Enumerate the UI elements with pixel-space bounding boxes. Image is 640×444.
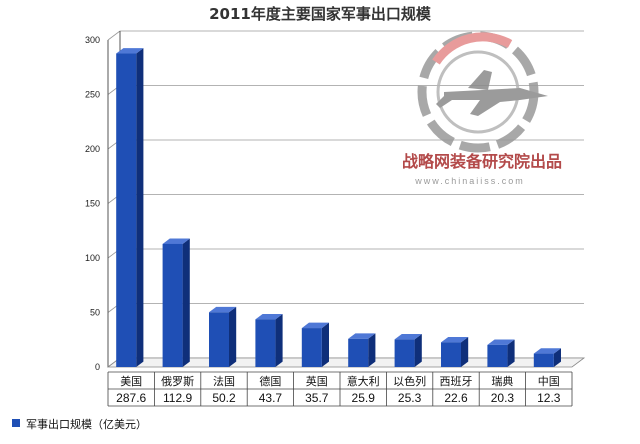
bar-法国 (209, 306, 237, 367)
data-label: 287.6 (116, 391, 146, 405)
bar-top (441, 336, 469, 343)
chart-title: 2011年度主要国家军事出口规模 (209, 5, 432, 23)
bars (116, 48, 561, 368)
category-label: 法国 (213, 374, 235, 388)
data-label: 43.7 (259, 391, 283, 405)
category-label: 俄罗斯 (161, 375, 194, 388)
category-label: 德国 (259, 374, 281, 388)
bar-top (348, 333, 376, 339)
data-label: 12.3 (537, 391, 561, 405)
bar-side (461, 336, 469, 367)
bar (394, 339, 415, 367)
bar-top (209, 306, 237, 313)
data-label: 22.6 (444, 391, 468, 405)
bar-side (507, 339, 515, 367)
y-tick-label: 200 (85, 144, 100, 154)
y-tick-label: 150 (85, 199, 100, 209)
y-tick-label: 50 (90, 308, 100, 318)
watermark-emblem (417, 31, 548, 153)
category-label: 西班牙 (440, 375, 473, 388)
bar-side (321, 322, 329, 367)
y-tick-label: 300 (85, 35, 100, 45)
bar-side (414, 334, 422, 367)
y-axis-ticks: 0 50 100 150 200 250 300 (85, 35, 100, 372)
bar-中国 (533, 348, 561, 367)
data-label: 25.3 (398, 391, 422, 405)
bar (533, 353, 554, 367)
bar-side (553, 348, 561, 367)
bar-俄罗斯 (162, 238, 190, 367)
legend-swatch (12, 419, 20, 427)
bar (441, 342, 461, 367)
category-label: 以色列 (393, 374, 426, 388)
bar-top (116, 48, 144, 54)
data-label: 25.9 (352, 391, 376, 405)
bar (255, 319, 276, 367)
y-tick-label: 0 (95, 362, 100, 372)
bar-西班牙 (441, 336, 469, 367)
bar-瑞典 (487, 339, 515, 367)
bar-德国 (255, 313, 283, 367)
bar-side (229, 306, 237, 367)
category-label: 中国 (538, 375, 560, 388)
bar-top (533, 348, 561, 354)
bar-英国 (301, 322, 329, 367)
bar-side (136, 48, 144, 368)
watermark-text: 战略网装备研究院出品 (402, 152, 562, 171)
category-label: 意大利 (347, 374, 380, 388)
bar (487, 344, 508, 367)
bar-意大利 (348, 333, 376, 367)
category-label: 瑞典 (491, 374, 513, 388)
legend-label: 军事出口规模（亿美元） (26, 417, 147, 431)
category-label: 英国 (306, 374, 328, 388)
category-label: 美国 (120, 375, 142, 388)
bar-top (255, 313, 283, 320)
bar-side (368, 333, 376, 367)
bar (348, 338, 369, 367)
bar (301, 328, 322, 367)
grid-line-depth (107, 30, 121, 41)
bar (209, 312, 229, 367)
bar-top (162, 238, 190, 244)
bar (162, 243, 183, 367)
bar-top (487, 339, 515, 345)
bar-side (182, 238, 190, 367)
bar-side (275, 313, 283, 367)
data-table: 美国 287.6 俄罗斯 112.9 法国 50.2 德国 43.7 英国 35.7 意大利 25.9… (107, 371, 573, 407)
bar-以色列 (394, 334, 422, 367)
bar-美国 (116, 48, 144, 368)
bar-top (394, 334, 422, 340)
bar-top (301, 322, 329, 329)
data-label: 112.9 (163, 391, 192, 405)
data-label: 35.7 (305, 391, 329, 405)
data-label: 50.2 (212, 391, 236, 405)
bar (116, 53, 137, 368)
data-label: 20.3 (491, 391, 515, 405)
y-tick-label: 100 (85, 253, 100, 263)
y-tick-label: 250 (85, 90, 100, 100)
watermark-url: www.chinaiiss.com (414, 176, 525, 186)
